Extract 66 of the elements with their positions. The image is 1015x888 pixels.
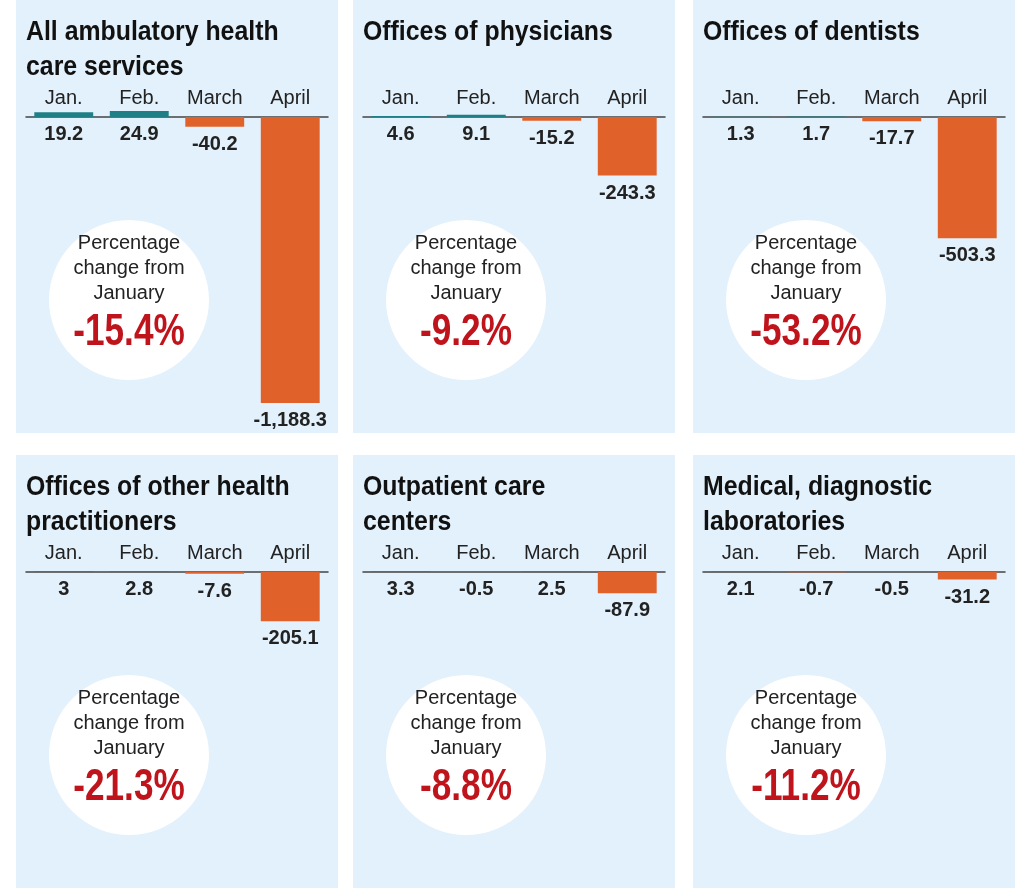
- x-tick-label: April: [607, 541, 648, 563]
- data-label: 2.1: [726, 576, 755, 599]
- data-label: -0.5: [874, 577, 909, 600]
- text: -21.3%: [72, 760, 186, 810]
- x-tick-label: Feb.: [119, 541, 160, 563]
- data-label: 19.2: [44, 121, 84, 144]
- data-label: -0.5: [459, 577, 494, 600]
- data-label: 2.8: [125, 576, 154, 599]
- data-label: -31.2: [944, 584, 991, 607]
- data-label: -7.6: [197, 578, 232, 601]
- data-label: -1,188.3: [253, 408, 327, 430]
- chart-title: Outpatient care centers: [363, 470, 547, 538]
- data-label: -87.9: [604, 598, 651, 621]
- data-label: 1.7: [802, 121, 831, 144]
- data-label: 1.3: [726, 121, 755, 144]
- x-tick-label: March: [863, 86, 920, 108]
- data-label: 4.6: [386, 121, 415, 144]
- chart-title: Offices of other health practitioners: [26, 470, 291, 538]
- text: Percentage change from January: [749, 685, 863, 760]
- text: -53.2%: [749, 305, 863, 355]
- x-tick-label: Feb.: [796, 541, 837, 563]
- data-label: -15.2: [528, 125, 575, 148]
- annotation: Percentage change from January: [72, 230, 186, 305]
- x-tick-label: Jan.: [721, 541, 760, 563]
- x-tick-label: March: [186, 541, 243, 563]
- data-label: 9.1: [462, 121, 491, 144]
- text: -9.2%: [419, 305, 513, 355]
- chart-title: Offices of physicians: [363, 15, 614, 48]
- data-label: 24.9: [119, 121, 159, 144]
- x-tick-label: March: [523, 86, 580, 108]
- x-tick-label: March: [186, 86, 243, 108]
- data-label: 3: [58, 576, 70, 599]
- chart-title: Offices of dentists: [703, 15, 921, 48]
- text: Percentage change from January: [409, 230, 523, 305]
- x-tick-label: April: [947, 541, 988, 563]
- text: Percentage change from January: [72, 685, 186, 760]
- x-tick-label: Jan.: [44, 86, 83, 108]
- x-tick-label: Jan.: [381, 541, 420, 563]
- data-label: -17.7: [868, 126, 915, 149]
- x-tick-label: Jan.: [381, 86, 420, 108]
- annotation: -15.4%: [72, 305, 186, 355]
- data-label: -243.3: [598, 180, 656, 203]
- data-label: 2.5: [537, 576, 566, 599]
- chart-title: Medical, diagnostic laboratories: [703, 470, 934, 538]
- x-tick-label: April: [270, 541, 311, 563]
- data-label: -205.1: [261, 626, 319, 649]
- x-tick-label: March: [863, 541, 920, 563]
- x-tick-label: Jan.: [44, 541, 83, 563]
- x-tick-label: Feb.: [119, 86, 160, 108]
- text: -8.8%: [419, 760, 513, 810]
- data-label: -40.2: [191, 131, 238, 154]
- x-tick-label: Feb.: [456, 541, 497, 563]
- data-label: -0.7: [799, 577, 834, 600]
- x-tick-label: April: [270, 86, 311, 108]
- x-tick-label: Feb.: [456, 86, 497, 108]
- x-tick-label: Feb.: [796, 86, 837, 108]
- text: Percentage change from January: [409, 685, 523, 760]
- data-label: -503.3: [938, 243, 996, 266]
- x-tick-label: April: [947, 86, 988, 108]
- x-tick-label: April: [607, 86, 648, 108]
- text: -11.2%: [750, 760, 862, 810]
- chart-title: All ambulatory health care services: [26, 15, 280, 83]
- x-tick-label: March: [523, 541, 580, 563]
- data-label: 3.3: [386, 576, 415, 599]
- x-tick-label: Jan.: [721, 86, 760, 108]
- annotation: Percentage change from January: [749, 230, 863, 305]
